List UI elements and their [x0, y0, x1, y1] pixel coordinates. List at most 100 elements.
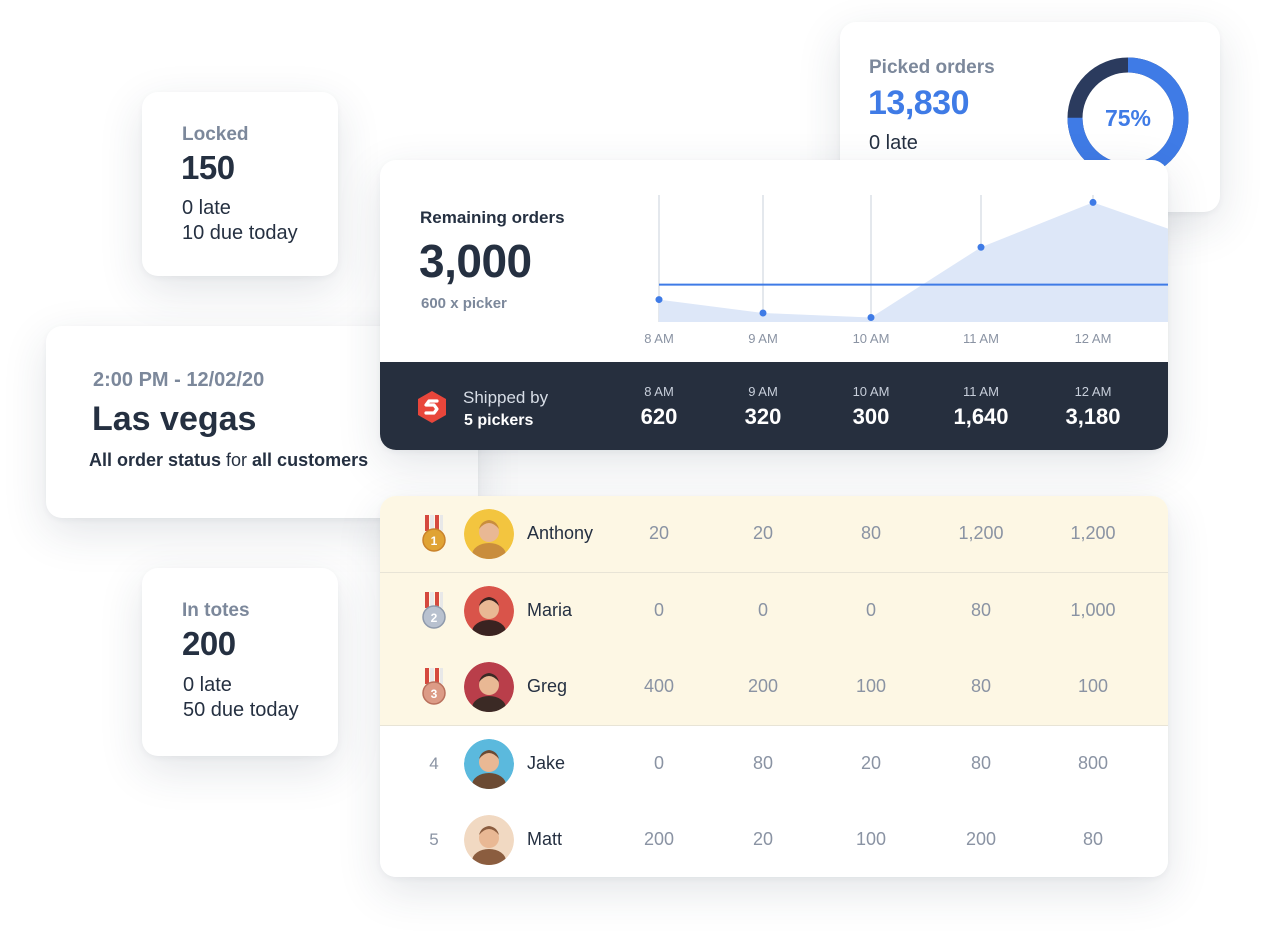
gold-medal-icon: 1 [422, 515, 446, 552]
picker-value: 0 [653, 752, 664, 773]
picker-value: 20 [648, 523, 670, 543]
in-totes-card: In totes 200 0 late 50 due today [142, 568, 338, 756]
leaderboard-row[interactable]: 4 Jake 0 80 20 80 800 [380, 725, 1168, 803]
remaining-orders-card: Remaining orders 3,000 600 x picker 8 AM… [380, 160, 1168, 450]
shipped-column: 10 AM 300 [821, 384, 921, 430]
avatar [464, 585, 514, 636]
picker-value: 0 [865, 599, 876, 620]
location-datetime: 2:00 PM - 12/02/20 [93, 369, 265, 391]
leaderboard-row[interactable]: 5 Matt 200 20 100 200 80 [380, 802, 1168, 877]
data-point-1 [759, 309, 767, 317]
shipped-column: 12 AM 3,180 [1043, 384, 1143, 430]
picked-progress-donut: 75% [1067, 57, 1189, 179]
picker-value: 20 [752, 523, 774, 543]
picker-value: 80 [752, 752, 774, 773]
locked-value: 150 [181, 149, 235, 186]
leaderboard-row[interactable]: 3 Greg 400 200 100 80 100 [380, 649, 1168, 726]
picker-name: Greg [527, 676, 568, 696]
picker-name: Maria [527, 599, 573, 620]
shipped-by-label: Shipped by [463, 388, 549, 407]
data-point-0 [655, 296, 663, 304]
shipped-value: 3,180 [1065, 404, 1121, 429]
remaining-value: 3,000 [419, 235, 532, 287]
picker-value: 80 [1082, 829, 1104, 849]
area-fill [659, 202, 1168, 322]
medal-rank: 1 [431, 534, 438, 548]
picker-value: 100 [855, 676, 887, 696]
shipped-time: 12 AM [1074, 384, 1112, 399]
remaining-title: Remaining orders [420, 208, 565, 227]
locked-card: Locked 150 0 late 10 due today [142, 92, 338, 276]
rank-number: 5 [429, 830, 439, 849]
shipped-column: 11 AM 1,640 [931, 384, 1031, 430]
location-city: Las vegas [92, 400, 257, 438]
x-tick-label: 10 AM [853, 331, 890, 346]
picker-leaderboard: 1 Anthony 20 20 80 1,200 1,200 2 Maria 0 0 0 80 1,000… [380, 496, 1168, 877]
picker-value: 80 [860, 523, 882, 543]
leaderboard-row[interactable]: 2 Maria 0 0 0 80 1,000 [380, 572, 1168, 650]
shipped-column: 8 AM 620 [609, 384, 709, 430]
status-mid: for [221, 450, 253, 470]
x-tick-label: 11 AM [963, 331, 999, 346]
picker-name: Jake [527, 752, 566, 773]
shipped-value: 300 [852, 404, 890, 429]
remaining-subtitle: 600 x picker [421, 295, 507, 312]
picker-value: 0 [653, 599, 664, 620]
picked-label: Picked orders [869, 57, 995, 78]
picker-value: 1,200 [1070, 523, 1116, 543]
shipped-value: 1,640 [953, 404, 1009, 429]
x-tick-label: 8 AM [644, 331, 674, 346]
avatar [464, 509, 514, 559]
data-point-3 [977, 243, 985, 251]
picker-name: Anthony [527, 523, 594, 543]
shipped-value: 320 [744, 404, 782, 429]
avatar [464, 738, 514, 789]
picker-name: Matt [527, 829, 563, 849]
picker-value: 200 [643, 829, 675, 849]
picker-value: 80 [970, 752, 992, 773]
picker-value: 80 [970, 676, 992, 696]
shipped-time: 10 AM [852, 384, 890, 399]
shipped-time: 9 AM [748, 384, 778, 399]
locked-late: 0 late [182, 197, 231, 219]
locked-due: 10 due today [182, 222, 298, 244]
donut-percent-label: 75% [1105, 105, 1151, 131]
picker-value: 200 [965, 829, 997, 849]
leaderboard-row[interactable]: 1 Anthony 20 20 80 1,200 1,200 [380, 496, 1168, 573]
totes-value: 200 [182, 625, 236, 662]
picker-value: 200 [747, 676, 779, 696]
shipper-logo-icon [418, 391, 446, 423]
picker-value: 800 [1077, 752, 1109, 773]
picker-value: 20 [860, 752, 882, 773]
shipped-value: 620 [640, 404, 678, 429]
picker-value: 1,200 [958, 523, 1004, 543]
status-bold-1: All order status [89, 450, 222, 470]
totes-due: 50 due today [183, 699, 299, 721]
picked-value: 13,830 [868, 84, 970, 122]
shipped-time: 8 AM [644, 384, 674, 399]
avatar [464, 815, 514, 865]
picker-value: 20 [752, 829, 774, 849]
medal-rank: 3 [431, 687, 438, 701]
silver-medal-icon: 2 [422, 591, 446, 629]
shipped-time: 11 AM [963, 384, 999, 399]
x-tick-label: 12 AM [1075, 331, 1112, 346]
status-bold-2: all customers [252, 450, 369, 470]
totes-late: 0 late [183, 674, 232, 696]
totes-label: In totes [182, 600, 250, 621]
picker-value: 100 [1077, 676, 1109, 696]
shipped-column: 9 AM 320 [713, 384, 813, 430]
remaining-orders-chart: 8 AM 9 AM 10 AM 11 AM 12 AM [644, 195, 1168, 346]
location-status: All order status for all customers [89, 450, 368, 471]
picker-value: 400 [643, 676, 675, 696]
picker-value: 0 [757, 599, 768, 620]
picker-value: 100 [855, 829, 887, 849]
picker-value: 1,000 [1070, 599, 1116, 620]
data-point-4 [1089, 198, 1097, 206]
avatar [464, 662, 514, 712]
picker-value: 80 [970, 599, 992, 620]
rank-number: 4 [429, 753, 439, 773]
picked-late: 0 late [869, 132, 918, 154]
shipped-pickers: 5 pickers [464, 412, 534, 429]
medal-rank: 2 [431, 611, 438, 625]
